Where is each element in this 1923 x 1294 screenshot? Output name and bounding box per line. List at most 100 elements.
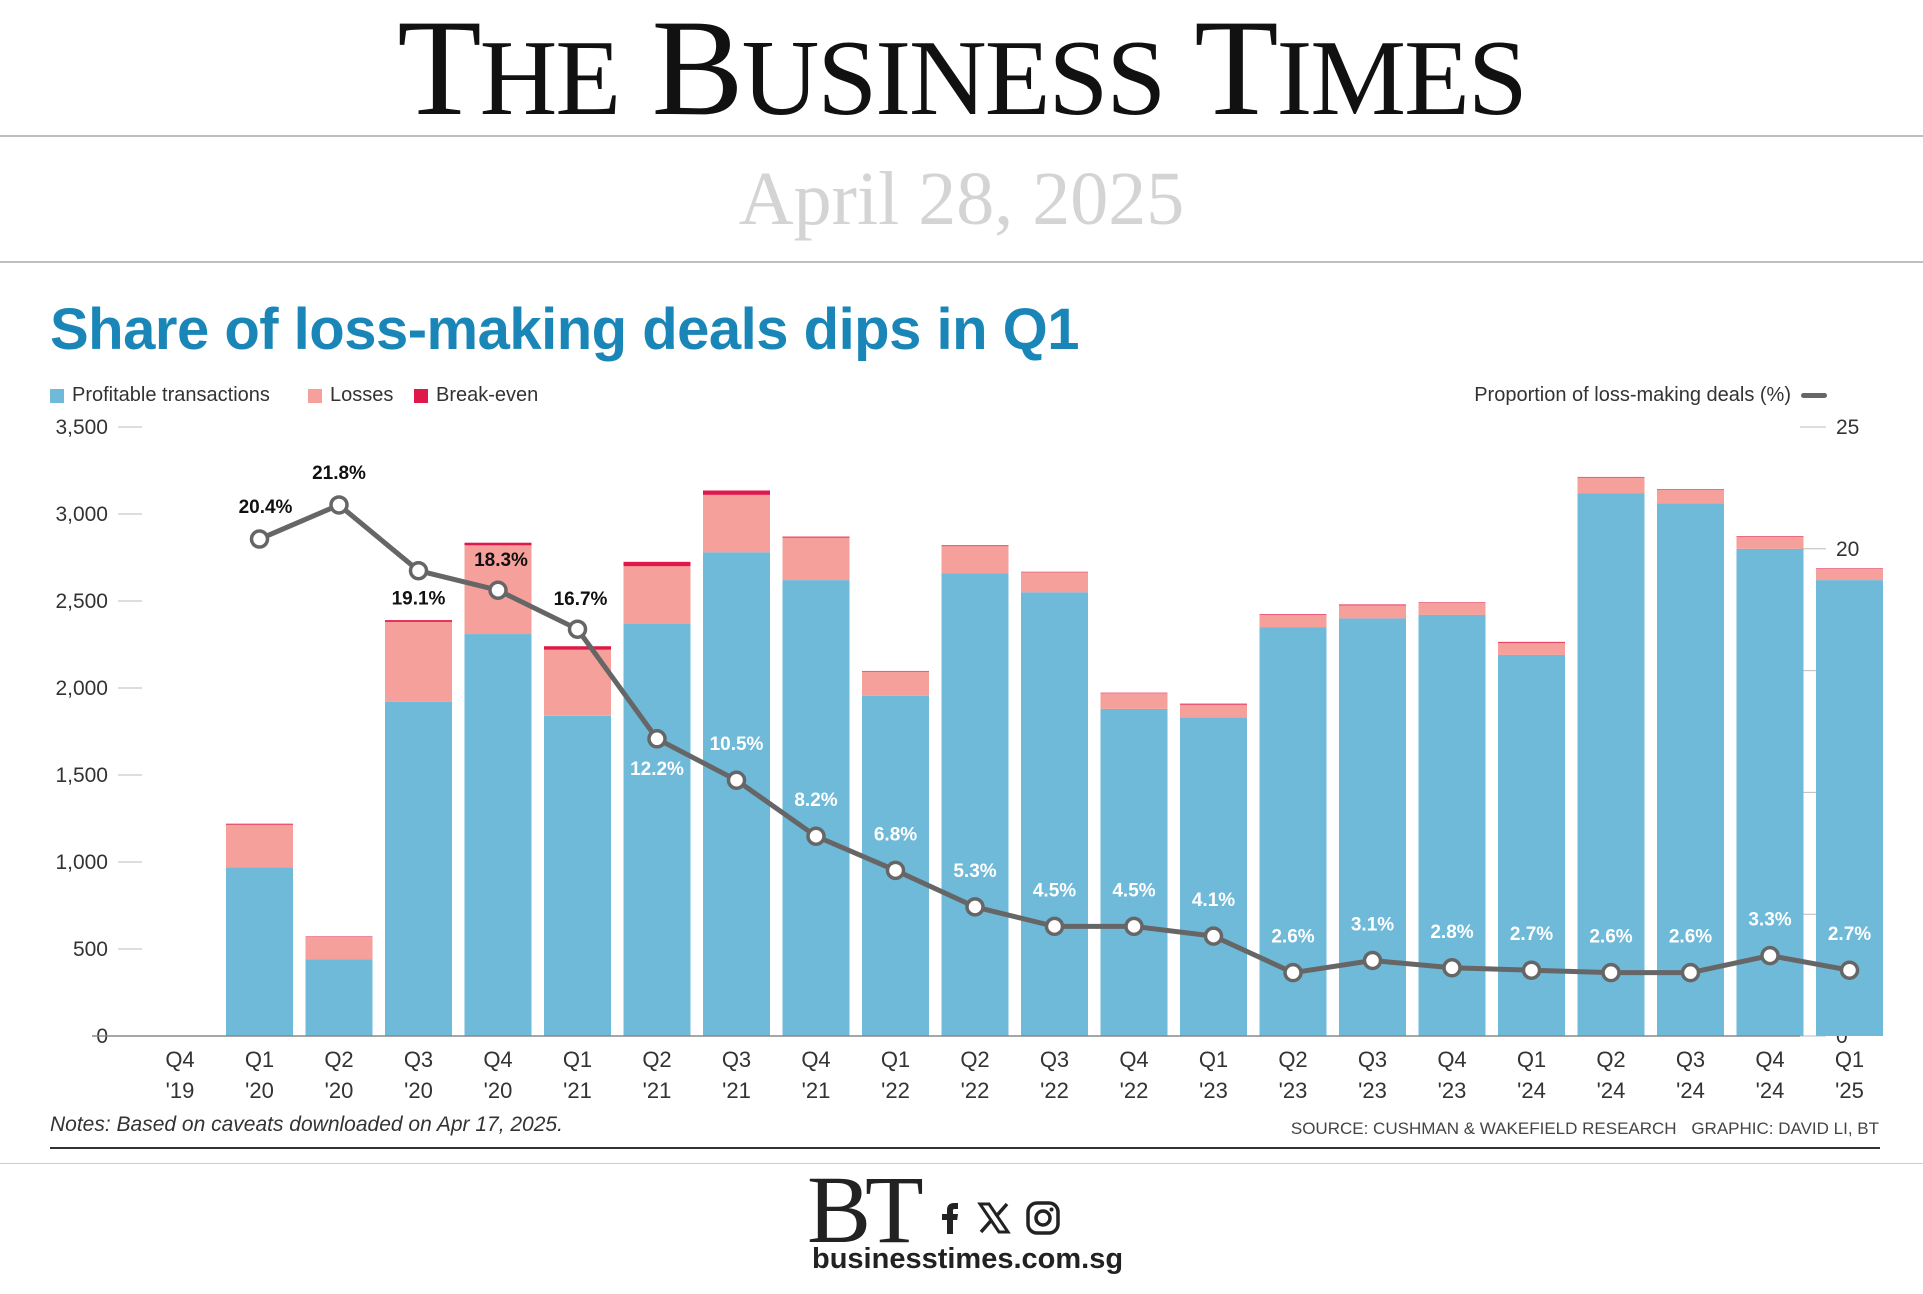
bar-profitable: [464, 634, 532, 1036]
footer-rule-light: [0, 1163, 1923, 1164]
bar-breakeven: [1100, 692, 1168, 694]
line-data-label: 6.8%: [874, 824, 917, 845]
chart-title: Share of loss-making deals dips in Q1: [50, 297, 1080, 362]
line-point: [1044, 916, 1065, 937]
line-data-label: 4.5%: [1033, 880, 1076, 901]
bar-profitable: [226, 867, 293, 1036]
line-data-label: 19.1%: [392, 589, 446, 610]
y-right-tick-label: 20: [1836, 538, 1859, 561]
bar-breakeven: [1657, 489, 1724, 490]
x-tick-label-quarter: Q4: [801, 1047, 830, 1072]
bar-profitable: [782, 580, 850, 1036]
line-data-label: 2.6%: [1669, 927, 1712, 948]
bar-profitable: [1577, 493, 1645, 1036]
x-tick-label-quarter: Q4: [1755, 1047, 1784, 1072]
legend-label-breakeven: Break-even: [436, 384, 539, 406]
legend-label-losses: Losses: [330, 384, 394, 406]
x-icon[interactable]: [977, 1201, 1011, 1235]
line-point: [1362, 950, 1383, 971]
line-data-label: 4.5%: [1112, 880, 1155, 901]
line-point: [1601, 962, 1621, 983]
x-tick-label-year: '19: [166, 1078, 195, 1100]
legend-losses: Losses: [308, 384, 393, 407]
bar-losses: [305, 936, 373, 960]
x-tick-label-quarter: Q1: [1517, 1047, 1546, 1072]
x-tick-label-quarter: Q4: [1437, 1047, 1466, 1072]
bar-breakeven: [544, 646, 611, 650]
bar-losses: [1259, 614, 1327, 628]
x-tick-label-quarter: Q3: [1676, 1047, 1705, 1072]
bar-losses: [1100, 693, 1168, 709]
graphic-credit: GRAPHIC: DAVID LI, BT: [1691, 1119, 1879, 1138]
bar-losses: [862, 671, 929, 696]
x-tick-label-year: '20: [325, 1078, 354, 1100]
line-point: [726, 770, 747, 790]
legend-profitable: Profitable transactions: [50, 384, 270, 407]
x-tick-label-quarter: Q2: [1278, 1047, 1307, 1072]
legend-swatch-breakeven: [414, 388, 428, 403]
x-tick-label-quarter: Q3: [1040, 1047, 1069, 1072]
bar-profitable: [1657, 503, 1724, 1036]
x-tick-label-year: '23: [1199, 1078, 1228, 1100]
x-tick-label-year: '24: [1756, 1078, 1785, 1100]
line-point: [488, 580, 508, 600]
x-tick-label-year: '22: [881, 1078, 910, 1100]
x-tick-label-quarter: Q1: [881, 1047, 910, 1072]
masthead-title: THE BUSINESS TIMES: [397, 0, 1527, 144]
line-point: [567, 619, 588, 639]
line-point: [806, 826, 826, 846]
line-data-label: 3.1%: [1351, 914, 1394, 935]
x-tick-label-quarter: Q3: [404, 1047, 433, 1072]
site-url[interactable]: businesstimes.com.sg: [812, 1243, 1124, 1275]
bar-breakeven: [226, 823, 293, 825]
x-tick-label-quarter: Q2: [1596, 1047, 1625, 1072]
legend-line: Proportion of loss-making deals (%): [1474, 384, 1827, 407]
x-tick-label-year: '21: [802, 1078, 831, 1100]
x-tick-label-year: '23: [1438, 1078, 1467, 1100]
bar-breakeven: [305, 936, 373, 937]
legend-swatch-profitable: [50, 388, 64, 403]
instagram-icon[interactable]: [1025, 1200, 1061, 1236]
x-tick-label-year: '23: [1279, 1078, 1308, 1100]
bar-profitable: [941, 573, 1009, 1036]
line-point: [885, 860, 906, 881]
line-data-label: 2.8%: [1430, 922, 1473, 943]
x-tick-label-quarter: Q2: [960, 1047, 989, 1072]
x-tick-label-year: '22: [1040, 1078, 1069, 1100]
line-data-label: 18.3%: [474, 550, 528, 571]
facebook-icon[interactable]: [937, 1201, 963, 1235]
bar-losses: [1339, 605, 1406, 619]
legend-swatch-losses: [308, 388, 322, 403]
bar-profitable: [385, 701, 452, 1036]
line-point: [965, 897, 985, 917]
bar-losses: [1498, 642, 1565, 655]
y-left-tick-label: 1,000: [55, 851, 108, 874]
bar-losses: [623, 566, 691, 624]
bar-breakeven: [1418, 602, 1486, 603]
chart-notes: Notes: Based on caveats downloaded on Ap…: [50, 1113, 563, 1136]
bar-losses: [385, 621, 452, 702]
y-left-tick-label: 2,000: [55, 677, 108, 700]
line-data-label: 16.7%: [554, 589, 608, 610]
bar-breakeven: [782, 536, 850, 538]
x-tick-label-quarter: Q4: [1119, 1047, 1148, 1072]
x-tick-label-year: '21: [563, 1078, 592, 1100]
bar-profitable: [1100, 708, 1168, 1036]
legend-line-swatch: [1801, 393, 1827, 398]
y-right-tick-label: 0: [1836, 1025, 1848, 1048]
x-tick-label-quarter: Q1: [245, 1047, 274, 1072]
x-tick-label-year: '23: [1358, 1078, 1387, 1100]
bar-breakeven: [1259, 614, 1327, 615]
bar-breakeven: [1498, 641, 1565, 643]
bar-breakeven: [1339, 604, 1406, 606]
line-data-label: 3.3%: [1748, 910, 1791, 931]
social-icons: [937, 1200, 1061, 1236]
bar-losses: [703, 494, 770, 553]
line-data-label: 5.3%: [953, 861, 996, 882]
x-tick-label-quarter: Q4: [165, 1047, 194, 1072]
bar-losses: [226, 824, 293, 868]
bar-profitable: [1339, 618, 1406, 1036]
line-data-label: 20.4%: [239, 497, 293, 518]
bar-breakeven: [623, 561, 691, 567]
bar-breakeven: [1180, 703, 1247, 705]
